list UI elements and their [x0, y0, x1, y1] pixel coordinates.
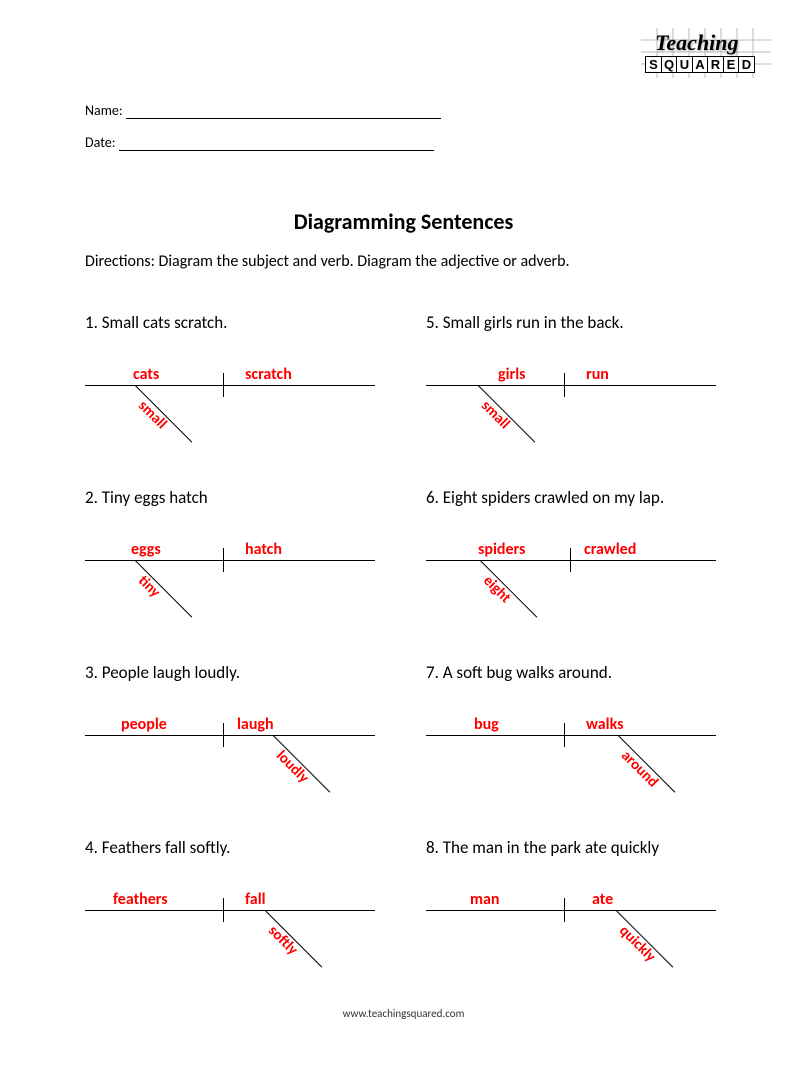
sentence-text: 2. Tiny eggs hatch — [85, 487, 415, 508]
sentence-diagram: peoplelaughloudly — [85, 715, 375, 800]
worksheet-item: 5. Small girls run in the back. girls run s… — [426, 312, 756, 450]
worksheet-item: 8. The man in the park ate quickly man ate… — [426, 837, 756, 975]
logo-letter: U — [676, 56, 693, 73]
diagram-modifier-word: small — [134, 397, 170, 433]
diagram-divider — [223, 373, 224, 397]
date-label: Date: — [85, 134, 115, 151]
page-title: Diagramming Sentences — [0, 208, 807, 235]
diagram-divider — [564, 723, 565, 747]
sentence-text: 6. Eight spiders crawled on my lap. — [426, 487, 756, 508]
date-underline[interactable] — [119, 137, 434, 151]
sentence-diagram: feathers fall softly — [85, 890, 375, 975]
sentence-text: 8. The man in the park ate quickly — [426, 837, 756, 858]
footer-url: www.teachingsquared.com — [0, 1007, 807, 1020]
logo-text-teaching: Teaching — [655, 30, 739, 56]
diagram-divider — [223, 548, 224, 572]
sentence-text: 4. Feathers fall softly. — [85, 837, 415, 858]
diagram-verb: fall — [245, 890, 266, 909]
diagram-baseline — [85, 385, 375, 386]
diagram-modifier-word: small — [477, 397, 513, 433]
diagram-subject: spiders — [478, 540, 525, 559]
logo-letter: A — [692, 56, 709, 73]
worksheet-item: 3. People laugh loudly.peoplelaughloudly — [85, 662, 415, 800]
diagram-baseline — [426, 560, 716, 561]
diagram-verb: hatch — [245, 540, 282, 559]
diagram-verb: laugh — [237, 715, 274, 734]
worksheet-item: 2. Tiny eggs hatch eggs hatch tiny — [85, 487, 415, 625]
sentence-diagram: cats scratch small — [85, 365, 375, 450]
diagram-verb: walks — [586, 715, 624, 734]
sentence-diagram: man atequickly — [426, 890, 716, 975]
diagram-divider — [564, 373, 565, 397]
logo: Teaching SQUARED — [641, 28, 771, 78]
diagram-baseline — [85, 910, 375, 911]
diagram-baseline — [85, 735, 375, 736]
sentence-diagram: spiders crawled eight — [426, 540, 716, 625]
sentence-diagram: bug walks around — [426, 715, 716, 800]
diagram-divider — [223, 898, 224, 922]
logo-letter: D — [738, 56, 755, 73]
logo-letter: R — [707, 56, 724, 73]
sentence-diagram: eggs hatch tiny — [85, 540, 375, 625]
diagram-verb: crawled — [584, 540, 636, 559]
directions-text: Directions: Diagram the subject and verb… — [85, 252, 570, 271]
name-field: Name: — [85, 102, 441, 119]
diagram-verb: ate — [592, 890, 613, 909]
logo-text-squared: SQUARED — [645, 56, 755, 73]
diagram-subject: man — [470, 890, 500, 909]
diagram-verb: run — [586, 365, 609, 384]
diagram-divider — [223, 723, 224, 747]
diagram-subject: bug — [474, 715, 499, 734]
diagram-subject: girls — [498, 365, 526, 384]
sentence-text: 3. People laugh loudly. — [85, 662, 415, 683]
worksheet-item: 7. A soft bug walks around. bug walks aroun… — [426, 662, 756, 800]
name-label: Name: — [85, 102, 123, 119]
diagram-subject: eggs — [131, 540, 161, 559]
diagram-subject: cats — [133, 365, 159, 384]
sentence-text: 1. Small cats scratch. — [85, 312, 415, 333]
sentence-text: 7. A soft bug walks around. — [426, 662, 756, 683]
diagram-baseline — [426, 735, 716, 736]
diagram-divider — [570, 548, 571, 572]
diagram-subject: feathers — [113, 890, 168, 909]
sentence-text: 5. Small girls run in the back. — [426, 312, 756, 333]
date-field: Date: — [85, 134, 434, 151]
worksheet-item: 1. Small cats scratch. cats scratch small — [85, 312, 415, 450]
diagram-verb: scratch — [245, 365, 292, 384]
logo-letter: S — [645, 56, 662, 73]
diagram-baseline — [426, 910, 716, 911]
diagram-subject: people — [121, 715, 167, 734]
diagram-modifier-word: eight — [479, 572, 514, 607]
diagram-baseline — [426, 385, 716, 386]
diagram-divider — [564, 898, 565, 922]
diagram-modifier-word: tiny — [134, 572, 163, 601]
worksheet-item: 4. Feathers fall softly. feathers fall soft… — [85, 837, 415, 975]
logo-letter: Q — [661, 56, 678, 73]
name-underline[interactable] — [126, 105, 441, 119]
diagram-baseline — [85, 560, 375, 561]
diagram-modifier-word: around — [617, 747, 661, 791]
sentence-diagram: girls run small — [426, 365, 716, 450]
worksheet-item: 6. Eight spiders crawled on my lap. spide… — [426, 487, 756, 625]
logo-letter: E — [723, 56, 740, 73]
diagram-modifier-word: softly — [264, 922, 301, 959]
diagram-modifier-word: quickly — [615, 922, 659, 966]
